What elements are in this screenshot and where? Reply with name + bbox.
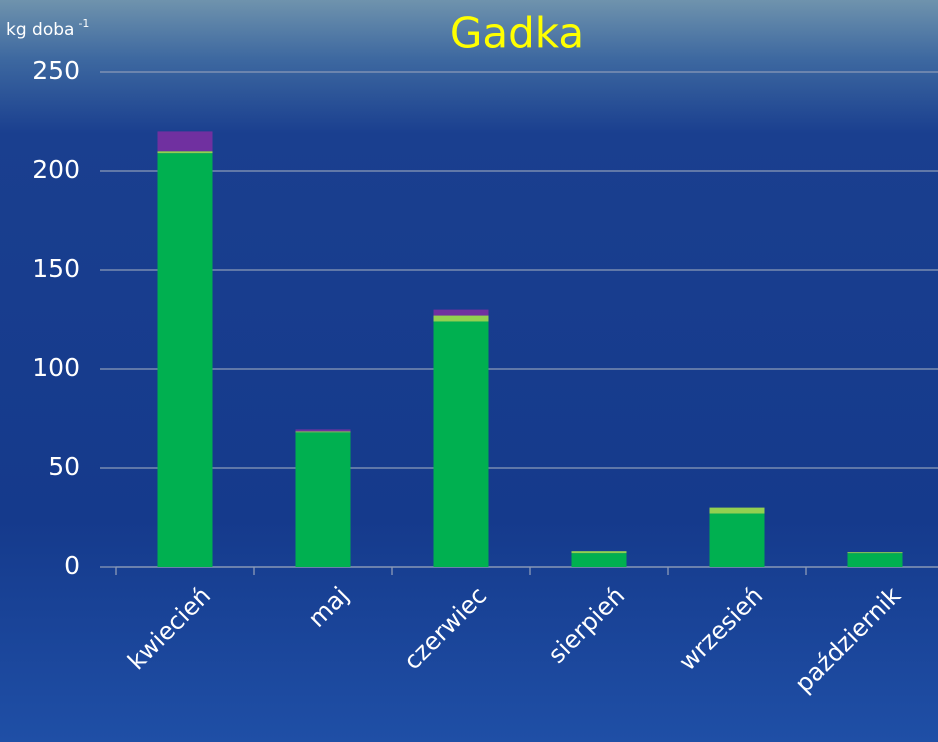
chart-title: Gadka (450, 9, 584, 58)
bar-segment (433, 321, 489, 567)
bar-segment (157, 153, 213, 567)
bar-segment (295, 432, 351, 567)
bar-segment (433, 309, 489, 316)
bar-segment (847, 553, 903, 567)
y-tick-label: 100 (32, 353, 80, 382)
y-tick-label: 250 (32, 56, 80, 85)
y-axis-label: kg doba -1 (6, 17, 89, 40)
bar-segment (157, 131, 213, 152)
bar-segment (433, 315, 489, 322)
bar-segment (571, 553, 627, 567)
y-tick-label: 200 (32, 155, 80, 184)
y-axis-label-text: kg doba (6, 20, 74, 40)
bar-segment (295, 431, 351, 433)
y-tick-label: 150 (32, 254, 80, 283)
y-tick-label: 50 (48, 452, 80, 481)
y-axis-label-sup: -1 (78, 17, 89, 30)
y-tick-label: 0 (64, 551, 80, 580)
bar-segment (571, 551, 627, 554)
bar-segment (709, 507, 765, 514)
bar-segment (709, 513, 765, 567)
bar-segment (847, 552, 903, 554)
bar-segment (295, 429, 351, 432)
bar-segment (157, 151, 213, 154)
